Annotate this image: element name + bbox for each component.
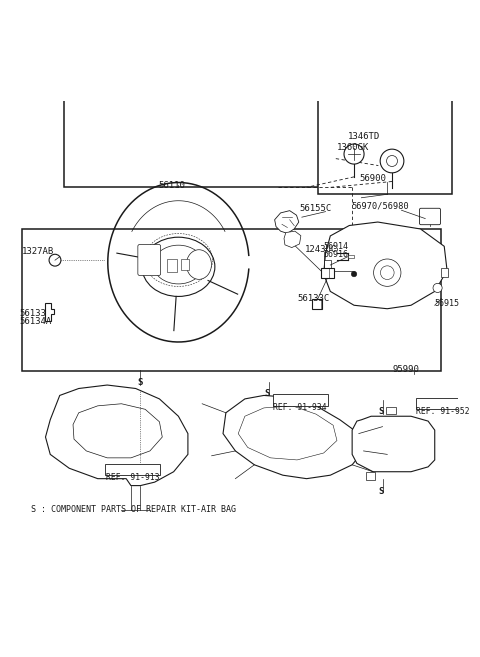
Circle shape	[386, 156, 397, 166]
Polygon shape	[238, 406, 337, 460]
Text: 1346TD: 1346TD	[348, 132, 380, 141]
Polygon shape	[284, 231, 301, 248]
Bar	[385, 407, 396, 414]
Bar	[167, 259, 177, 272]
Ellipse shape	[142, 237, 215, 296]
Bar	[348, 255, 354, 258]
Text: 56134A: 56134A	[20, 317, 52, 326]
Text: 56900: 56900	[360, 174, 386, 183]
Polygon shape	[275, 211, 299, 233]
Bar	[105, 464, 160, 475]
Bar	[273, 394, 328, 406]
Text: REF. 91-952: REF. 91-952	[416, 407, 469, 416]
Text: 56155C: 56155C	[299, 204, 331, 213]
Text: 56970/56980: 56970/56980	[351, 202, 409, 211]
Bar	[64, 41, 354, 187]
Text: S : COMPONENT PARTS OF REPAIR KIT-AIR BAG: S : COMPONENT PARTS OF REPAIR KIT-AIR BA…	[31, 505, 236, 514]
Bar	[324, 260, 331, 269]
Text: 1327AB: 1327AB	[22, 247, 54, 256]
Text: 95990: 95990	[393, 365, 420, 374]
Text: 56914: 56914	[324, 242, 348, 251]
Bar	[442, 268, 448, 277]
Polygon shape	[324, 222, 447, 309]
Polygon shape	[46, 385, 188, 486]
Text: 56916: 56916	[324, 250, 348, 259]
Text: S: S	[138, 378, 143, 388]
Text: 56133: 56133	[20, 309, 47, 318]
Circle shape	[49, 254, 61, 266]
Text: S: S	[264, 389, 269, 398]
Text: S: S	[378, 487, 384, 495]
Circle shape	[380, 149, 404, 173]
Circle shape	[433, 283, 442, 292]
Circle shape	[344, 144, 364, 164]
Text: 1243UC: 1243UC	[305, 245, 337, 254]
Polygon shape	[223, 396, 363, 479]
Bar	[416, 398, 468, 409]
Polygon shape	[352, 417, 435, 472]
Bar	[312, 299, 323, 309]
Bar	[318, 59, 452, 194]
FancyBboxPatch shape	[420, 208, 441, 225]
Polygon shape	[73, 404, 162, 458]
Text: 56110: 56110	[158, 181, 185, 190]
Text: 56133C: 56133C	[297, 294, 329, 303]
Bar	[180, 259, 189, 271]
Text: REF. 91-913: REF. 91-913	[106, 473, 160, 482]
Bar	[22, 229, 442, 371]
Text: 56915: 56915	[435, 299, 460, 307]
Polygon shape	[46, 303, 54, 321]
Text: REF. 91-934: REF. 91-934	[273, 403, 327, 413]
Bar	[321, 268, 334, 278]
Bar	[366, 472, 374, 480]
Circle shape	[351, 271, 357, 277]
Ellipse shape	[153, 245, 204, 284]
Ellipse shape	[186, 250, 212, 279]
Text: 1360GK: 1360GK	[337, 143, 369, 152]
FancyBboxPatch shape	[138, 244, 161, 275]
Text: S: S	[378, 407, 384, 416]
